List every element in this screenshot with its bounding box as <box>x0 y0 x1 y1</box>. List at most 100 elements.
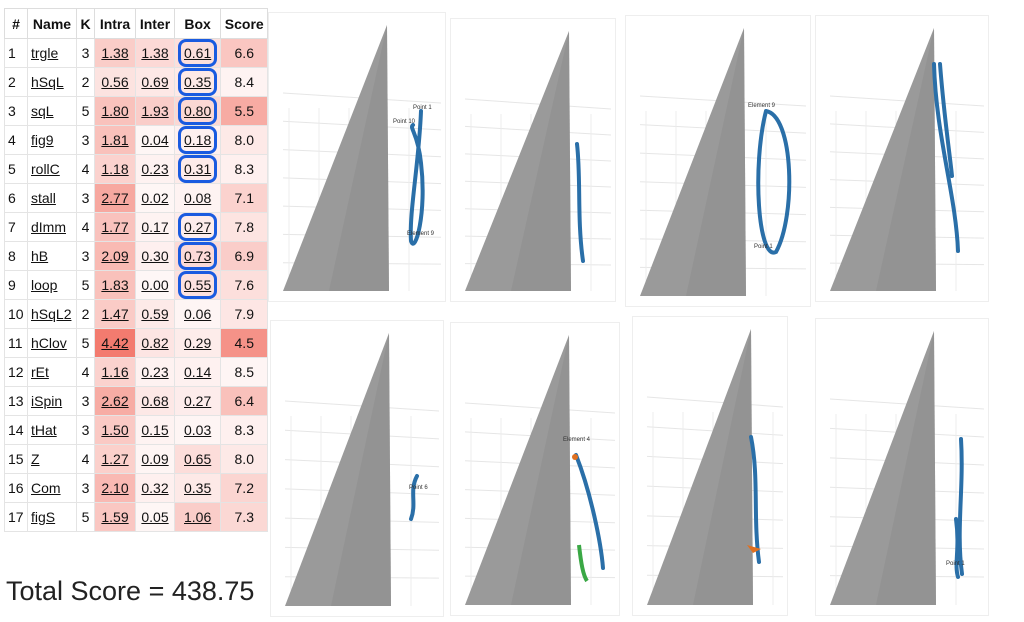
cell-link[interactable]: 4.42 <box>101 335 129 351</box>
name-link[interactable]: Z <box>31 451 40 467</box>
table-cell: 2.09 <box>94 241 136 271</box>
plot-panel[interactable] <box>632 316 788 616</box>
table-row: 5 rollC 4 1.18 0.23 0.31 8.3 <box>4 154 269 184</box>
plot-panel[interactable] <box>450 18 616 302</box>
cell-link[interactable]: 0.35 <box>178 68 218 96</box>
table-cell: 1.83 <box>94 270 136 300</box>
cell-text: 5 <box>81 335 90 351</box>
cell-link[interactable]: 0.59 <box>141 306 169 322</box>
table-cell: 5 <box>76 502 95 532</box>
cell-link[interactable]: 0.30 <box>141 248 169 264</box>
name-link[interactable]: dImm <box>31 219 66 235</box>
cell-link[interactable]: 0.73 <box>178 242 218 270</box>
cell-link[interactable]: 1.38 <box>141 45 169 61</box>
cell-link[interactable]: 1.38 <box>101 45 129 61</box>
cell-link[interactable]: 0.05 <box>141 509 169 525</box>
plane-shade <box>876 331 936 605</box>
cell-link[interactable]: 0.82 <box>141 335 169 351</box>
grid-line <box>464 98 612 110</box>
name-link[interactable]: rEt <box>31 364 49 380</box>
plot-panel[interactable]: Element 9 Point 1 <box>625 15 811 307</box>
cell-link[interactable]: 0.29 <box>184 335 212 351</box>
name-link[interactable]: Com <box>31 480 61 496</box>
cell-link[interactable]: 0.61 <box>178 39 218 67</box>
cell-link[interactable]: 1.59 <box>101 509 129 525</box>
plot-panel[interactable]: Element 4 <box>450 322 620 616</box>
name-link[interactable]: fig9 <box>31 132 54 148</box>
cell-link[interactable]: 2.77 <box>101 190 129 206</box>
point-label: Point 1 <box>946 561 965 567</box>
cell-link[interactable]: 0.27 <box>184 393 212 409</box>
name-link[interactable]: iSpin <box>31 393 63 409</box>
name-link[interactable]: hSqL2 <box>31 306 72 322</box>
cell-link[interactable]: 0.00 <box>141 277 169 293</box>
name-link[interactable]: stall <box>31 190 56 206</box>
name-link[interactable]: loop <box>31 277 58 293</box>
table-cell: fig9 <box>27 125 77 155</box>
plane-shade <box>511 335 571 605</box>
name-link[interactable]: tHat <box>31 422 57 438</box>
table-cell: 3 <box>76 415 95 445</box>
name-link[interactable]: hClov <box>31 335 67 351</box>
cell-link[interactable]: 0.18 <box>178 126 218 154</box>
cell-text: 11 <box>8 335 23 351</box>
cell-link[interactable]: 1.18 <box>101 161 129 177</box>
name-link[interactable]: sqL <box>31 103 54 119</box>
cell-link[interactable]: 0.02 <box>141 190 169 206</box>
cell-link[interactable]: 0.04 <box>141 132 169 148</box>
cell-link[interactable]: 0.55 <box>178 271 218 299</box>
point-label: Element 4 <box>563 437 591 443</box>
cell-link[interactable]: 1.81 <box>101 132 129 148</box>
table-cell: 7.8 <box>220 212 269 242</box>
cell-link[interactable]: 1.16 <box>101 364 129 380</box>
cell-link[interactable]: 1.50 <box>101 422 129 438</box>
name-link[interactable]: figS <box>31 509 56 525</box>
plot-panel[interactable]: Point 6 <box>270 320 444 617</box>
cell-link[interactable]: 0.14 <box>184 364 212 380</box>
cell-link[interactable]: 2.62 <box>101 393 129 409</box>
cell-link[interactable]: 1.77 <box>101 219 129 235</box>
cell-link[interactable]: 0.03 <box>184 422 212 438</box>
cell-link[interactable]: 2.09 <box>101 248 129 264</box>
name-link[interactable]: rollC <box>31 161 60 177</box>
cell-link[interactable]: 0.32 <box>141 480 169 496</box>
cell-link[interactable]: 1.83 <box>101 277 129 293</box>
cell-link[interactable]: 0.80 <box>178 97 218 125</box>
plot-panel[interactable] <box>815 15 989 302</box>
table-cell: 0.59 <box>135 299 175 329</box>
plot-panel[interactable]: Point 1 <box>815 318 989 616</box>
cell-text: 8 <box>8 248 16 264</box>
plot-panel[interactable]: Point 1 Point 10 Element 9 <box>268 12 446 302</box>
cell-link[interactable]: 0.15 <box>141 422 169 438</box>
cell-link[interactable]: 0.23 <box>141 364 169 380</box>
cell-link[interactable]: 0.23 <box>141 161 169 177</box>
name-link[interactable]: hSqL <box>31 74 64 90</box>
cell-link[interactable]: 0.69 <box>141 74 169 90</box>
cell-link[interactable]: 0.68 <box>141 393 169 409</box>
cell-link[interactable]: 0.65 <box>184 451 212 467</box>
table-cell: 13 <box>4 386 28 416</box>
cell-link[interactable]: 0.27 <box>178 213 218 241</box>
cell-link[interactable]: 1.27 <box>101 451 129 467</box>
name-link[interactable]: trgle <box>31 45 59 61</box>
cell-link[interactable]: 2.10 <box>101 480 129 496</box>
table-row: 7 dImm 4 1.77 0.17 0.27 7.8 <box>4 212 269 242</box>
cell-link[interactable]: 0.09 <box>141 451 169 467</box>
table-row: 12 rEt 4 1.16 0.23 0.14 8.5 <box>4 357 269 387</box>
name-link[interactable]: hB <box>31 248 49 264</box>
table-cell: 6.4 <box>220 386 269 416</box>
cell-link[interactable]: 1.47 <box>101 306 129 322</box>
score-value: 7.2 <box>234 480 254 496</box>
cell-link[interactable]: 1.80 <box>101 103 129 119</box>
cell-link[interactable]: 0.06 <box>184 306 212 322</box>
table-cell: 0.06 <box>173 299 222 329</box>
cell-link[interactable]: 0.17 <box>141 219 169 235</box>
cell-link[interactable]: 0.31 <box>178 155 218 183</box>
cell-link[interactable]: 1.93 <box>141 103 169 119</box>
cell-link[interactable]: 1.06 <box>184 509 212 525</box>
cell-link[interactable]: 0.08 <box>184 190 212 206</box>
cell-link[interactable]: 0.35 <box>184 480 212 496</box>
cell-link[interactable]: 0.56 <box>101 74 129 90</box>
plane-shade <box>331 333 391 606</box>
table-cell: 3 <box>76 38 95 68</box>
